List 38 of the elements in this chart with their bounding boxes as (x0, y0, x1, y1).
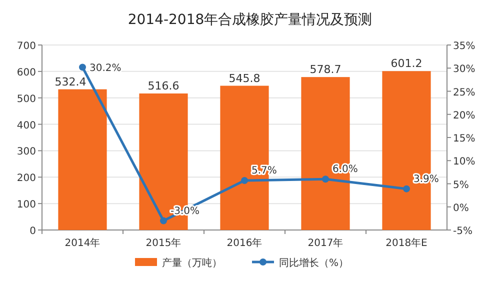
legend-label: 产量（万吨） (162, 257, 222, 269)
data-label: 532.4 (54, 75, 86, 88)
data-label: 30.2% (90, 63, 122, 74)
y2-tick-label: 25% (453, 87, 476, 98)
y2-tick-label: 15% (453, 134, 476, 144)
y-tick-label: 200 (16, 173, 36, 184)
y-tick-label: 400 (16, 120, 36, 132)
y2-tick-label: 30% (453, 64, 476, 76)
point (241, 177, 248, 184)
y2-tick-label: 10% (453, 156, 476, 168)
legend-label: 同比增长（%） (279, 257, 349, 269)
y-tick-label: 600 (16, 67, 36, 78)
point (160, 217, 167, 224)
x-tick-label: 2017年 (308, 237, 344, 249)
y2-tick-label: 0% (453, 202, 469, 214)
y2-tick-label: 5% (453, 180, 469, 191)
x-tick-label: 2014年 (64, 237, 100, 249)
bar (58, 89, 107, 230)
y2-tick-label: 20% (453, 110, 476, 122)
y2-tick-label: 35% (453, 41, 476, 52)
data-label: -3.0% (170, 206, 200, 217)
x-tick-label: 2015年 (146, 237, 182, 249)
y-tick-label: 100 (16, 200, 36, 211)
point (79, 64, 86, 71)
y-tick-label: 300 (16, 146, 36, 158)
data-label: 578.7 (310, 63, 342, 76)
y-tick-label: 700 (16, 41, 36, 52)
x-tick-label: 2016年 (226, 237, 262, 249)
point (403, 185, 410, 192)
x-tick-label: 2018年E (386, 237, 428, 249)
data-label: 601.2 (390, 57, 422, 70)
data-label: 516.6 (148, 79, 180, 92)
y-tick-label: 500 (16, 94, 36, 105)
y2-tick-label: -5% (453, 226, 472, 237)
point (322, 176, 329, 183)
data-label: 545.8 (228, 72, 260, 85)
y-tick-label: 0 (30, 226, 36, 237)
chart-title: 2014-2018年合成橡胶产量情况及预测 (128, 12, 372, 28)
